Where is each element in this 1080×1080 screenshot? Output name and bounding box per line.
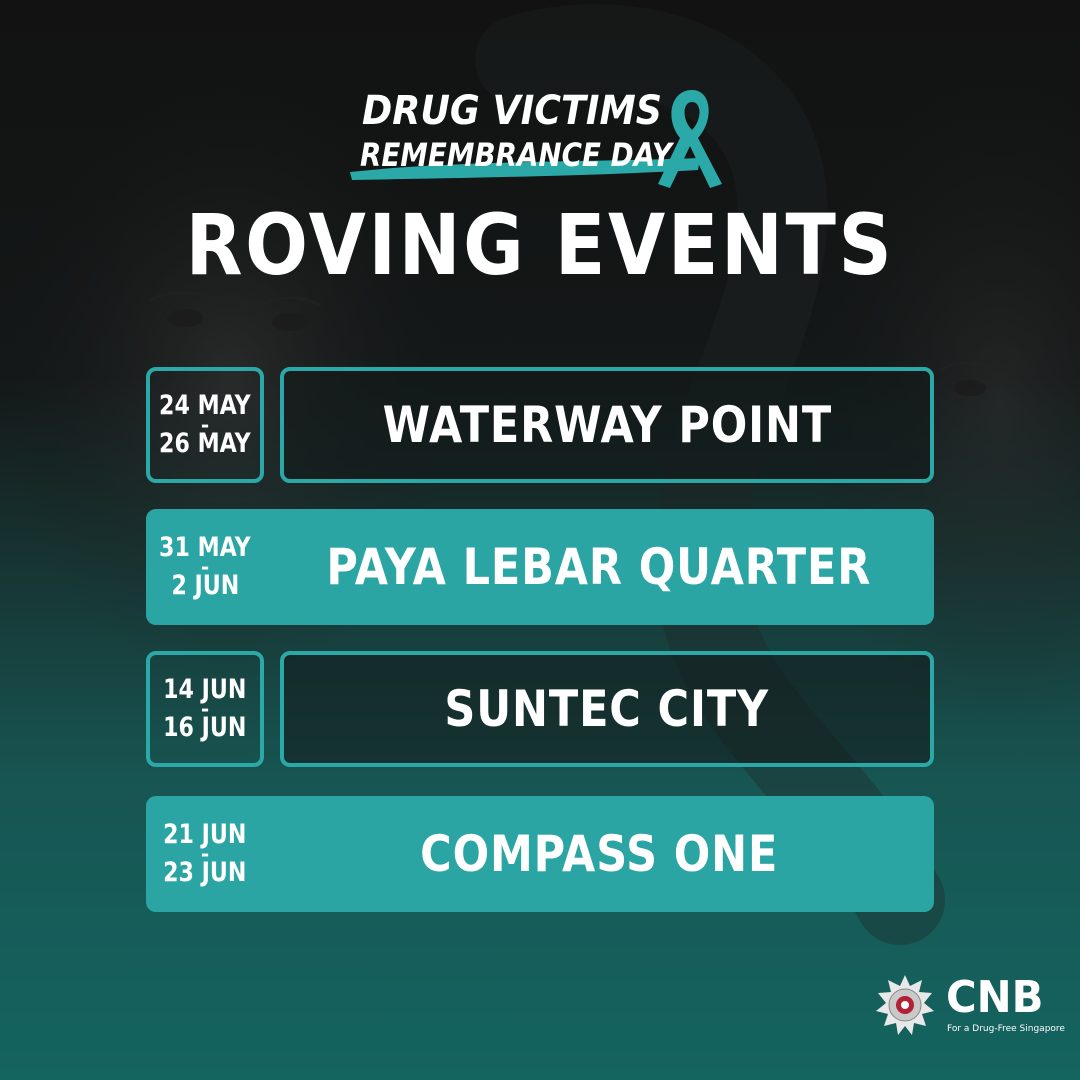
event-date-separator: - [200, 555, 210, 579]
event-date-box: 21 JUN - 23 JUN [146, 796, 264, 912]
event-date-separator: - [200, 697, 210, 721]
event-venue: COMPASS ONE [419, 825, 779, 883]
event-venue: PAYA LEBAR QUARTER [326, 538, 872, 596]
event-date-separator: - [200, 842, 210, 866]
event-date-start: 21 JUN [163, 819, 247, 850]
event-date-start: 24 MAY [159, 390, 251, 421]
event-row-1: 24 MAY - 26 MAY WATERWAY POINT [146, 367, 934, 483]
event-venue: SUNTEC CITY [444, 680, 770, 738]
event-date-box: 24 MAY - 26 MAY [146, 367, 264, 483]
event-date-start: 31 MAY [159, 532, 251, 563]
cnb-logo: CNB For a Drug-Free Singapore [874, 972, 1065, 1042]
event-venue-box: WATERWAY POINT [280, 367, 934, 483]
logo-line1: DRUG VICTIMS [362, 88, 662, 134]
event-date-end: 2 JUN [171, 570, 239, 601]
event-row-4: 21 JUN - 23 JUN COMPASS ONE [146, 796, 934, 912]
event-row-3: 14 JUN - 16 JUN SUNTEC CITY [146, 651, 934, 767]
event-date-start: 14 JUN [163, 674, 247, 705]
event-date-end: 16 JUN [163, 712, 247, 743]
awareness-ribbon-icon [658, 90, 722, 188]
cnb-wordmark: CNB [946, 972, 1044, 1023]
event-venue-box: PAYA LEBAR QUARTER [264, 509, 934, 625]
remembrance-day-logo: DRUG VICTIMS REMEMBRANCE DAY [350, 88, 722, 188]
event-date-end: 26 MAY [159, 428, 251, 459]
event-date-box: 14 JUN - 16 JUN [146, 651, 264, 767]
event-venue-box: SUNTEC CITY [280, 651, 934, 767]
event-venue: WATERWAY POINT [382, 396, 832, 454]
event-venue-box: COMPASS ONE [264, 796, 934, 912]
event-date-box: 31 MAY - 2 JUN [146, 509, 264, 625]
event-date-separator: - [200, 413, 210, 437]
logo-line2: REMEMBRANCE DAY [360, 136, 674, 174]
cnb-tagline: For a Drug-Free Singapore [947, 1024, 1065, 1034]
police-crest-icon [876, 975, 934, 1035]
page-title: ROVING EVENTS [185, 196, 895, 294]
event-date-end: 23 JUN [163, 857, 247, 888]
event-row-2: 31 MAY - 2 JUN PAYA LEBAR QUARTER [146, 509, 934, 625]
